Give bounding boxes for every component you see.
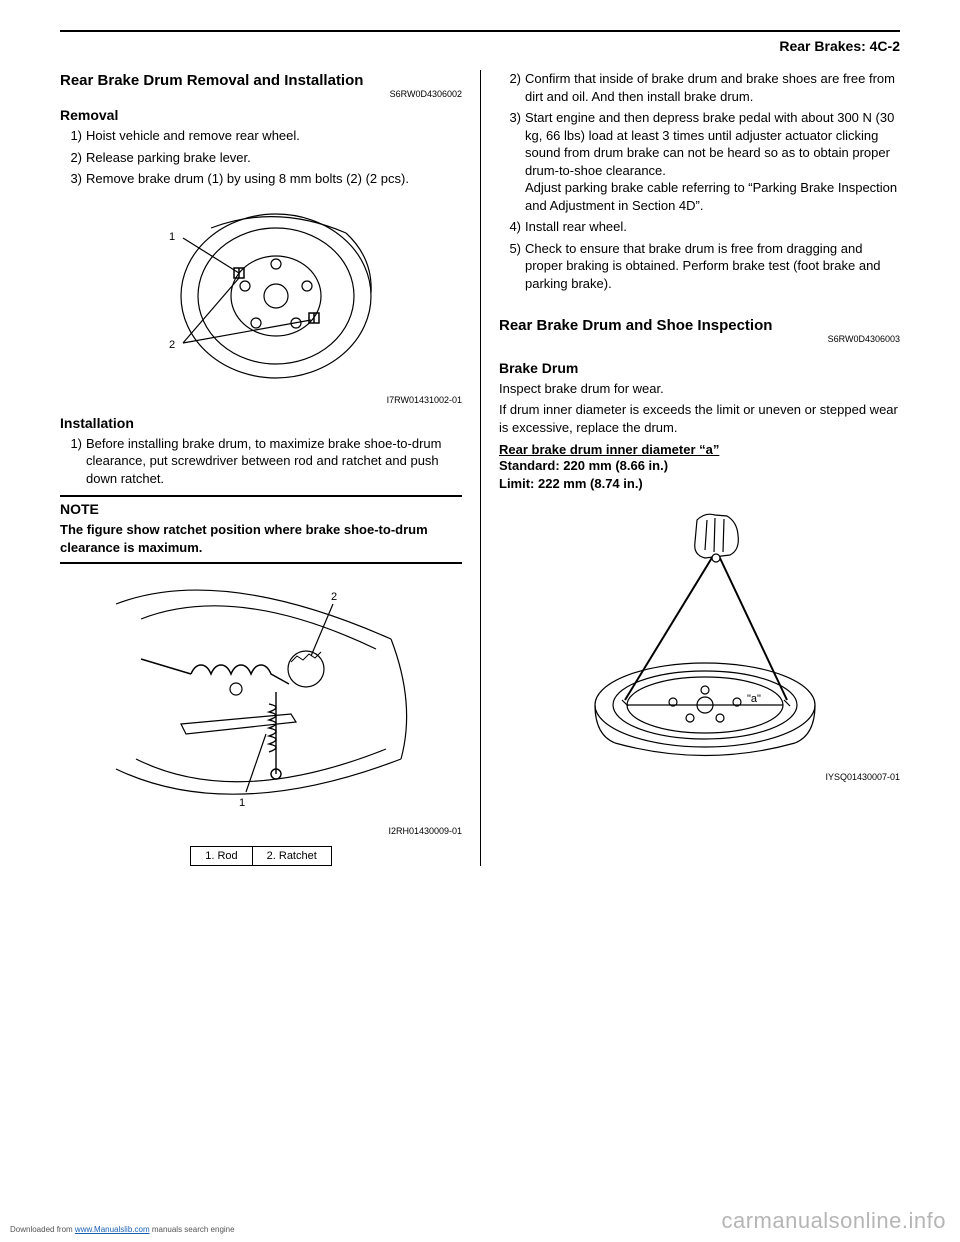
install-step: 1) Before installing brake drum, to maxi… bbox=[60, 435, 462, 488]
two-column-layout: Rear Brake Drum Removal and Installation… bbox=[60, 70, 900, 866]
subhead-installation: Installation bbox=[60, 415, 462, 431]
step-text: Check to ensure that brake drum is free … bbox=[525, 240, 900, 293]
figure-code-2: I2RH01430009-01 bbox=[60, 826, 462, 836]
step-text: Release parking brake lever. bbox=[86, 149, 462, 167]
legend-cell: 1. Rod bbox=[191, 847, 252, 866]
legend-cell: 2. Ratchet bbox=[252, 847, 331, 866]
step-text: Before installing brake drum, to maximiz… bbox=[86, 435, 462, 488]
svg-text:2: 2 bbox=[169, 339, 175, 351]
subhead-removal: Removal bbox=[60, 107, 462, 123]
figure-drum-measure: "a" bbox=[499, 510, 900, 770]
figure-code-1: I7RW01431002-01 bbox=[60, 395, 462, 405]
step-text: Confirm that inside of brake drum and br… bbox=[525, 70, 900, 105]
body-text: If drum inner diameter is exceeds the li… bbox=[499, 401, 900, 436]
step-number: 2) bbox=[499, 70, 525, 105]
removal-step: 1) Hoist vehicle and remove rear wheel. bbox=[60, 127, 462, 145]
spec-title: Rear brake drum inner diameter “a” bbox=[499, 442, 900, 457]
step-text: Start engine and then depress brake peda… bbox=[525, 109, 900, 214]
step-number: 1) bbox=[60, 127, 86, 145]
note-rule-top bbox=[60, 495, 462, 497]
note-body: The figure show ratchet position where b… bbox=[60, 521, 462, 556]
step-text: Hoist vehicle and remove rear wheel. bbox=[86, 127, 462, 145]
step-number: 3) bbox=[60, 170, 86, 188]
footer-link[interactable]: www.Manualslib.com bbox=[75, 1225, 150, 1234]
footer-download: Downloaded from www.Manualslib.com manua… bbox=[10, 1225, 235, 1234]
doc-code-1: S6RW0D4306002 bbox=[60, 89, 462, 99]
svg-text:1: 1 bbox=[169, 231, 175, 243]
figure-code-3: IYSQ01430007-01 bbox=[499, 772, 900, 782]
svg-text:2: 2 bbox=[331, 591, 337, 603]
figure-brake-drum: 1 2 bbox=[60, 198, 462, 393]
subhead-brake-drum: Brake Drum bbox=[499, 360, 900, 376]
svg-text:"a": "a" bbox=[747, 693, 761, 705]
cont-step: 4) Install rear wheel. bbox=[499, 218, 900, 236]
footer-prefix: Downloaded from bbox=[10, 1225, 75, 1234]
spec-standard: Standard: 220 mm (8.66 in.) bbox=[499, 457, 900, 475]
svg-text:1: 1 bbox=[239, 797, 245, 809]
doc-code-2: S6RW0D4306003 bbox=[499, 334, 900, 344]
figure-ratchet: 1 2 bbox=[60, 574, 462, 824]
footer-suffix: manuals search engine bbox=[150, 1225, 235, 1234]
note-rule-bottom bbox=[60, 562, 462, 564]
watermark: carmanualsonline.info bbox=[721, 1208, 946, 1234]
body-text: Inspect brake drum for wear. bbox=[499, 380, 900, 398]
cont-step: 2) Confirm that inside of brake drum and… bbox=[499, 70, 900, 105]
step-text: Install rear wheel. bbox=[525, 218, 900, 236]
step-text: Remove brake drum (1) by using 8 mm bolt… bbox=[86, 170, 462, 188]
step-number: 5) bbox=[499, 240, 525, 293]
step-number: 1) bbox=[60, 435, 86, 488]
removal-step: 2) Release parking brake lever. bbox=[60, 149, 462, 167]
note-title: NOTE bbox=[60, 501, 462, 517]
page-header: Rear Brakes: 4C-2 bbox=[60, 38, 900, 54]
left-column: Rear Brake Drum Removal and Installation… bbox=[60, 70, 480, 866]
removal-step: 3) Remove brake drum (1) by using 8 mm b… bbox=[60, 170, 462, 188]
top-rule bbox=[60, 30, 900, 32]
right-column: 2) Confirm that inside of brake drum and… bbox=[480, 70, 900, 866]
step-number: 2) bbox=[60, 149, 86, 167]
section-title-removal-install: Rear Brake Drum Removal and Installation bbox=[60, 72, 462, 89]
step-number: 4) bbox=[499, 218, 525, 236]
section-title-inspection: Rear Brake Drum and Shoe Inspection bbox=[499, 317, 900, 334]
cont-step: 5) Check to ensure that brake drum is fr… bbox=[499, 240, 900, 293]
cont-step: 3) Start engine and then depress brake p… bbox=[499, 109, 900, 214]
step-number: 3) bbox=[499, 109, 525, 214]
legend-table: 1. Rod 2. Ratchet bbox=[190, 846, 332, 866]
spec-limit: Limit: 222 mm (8.74 in.) bbox=[499, 475, 900, 493]
